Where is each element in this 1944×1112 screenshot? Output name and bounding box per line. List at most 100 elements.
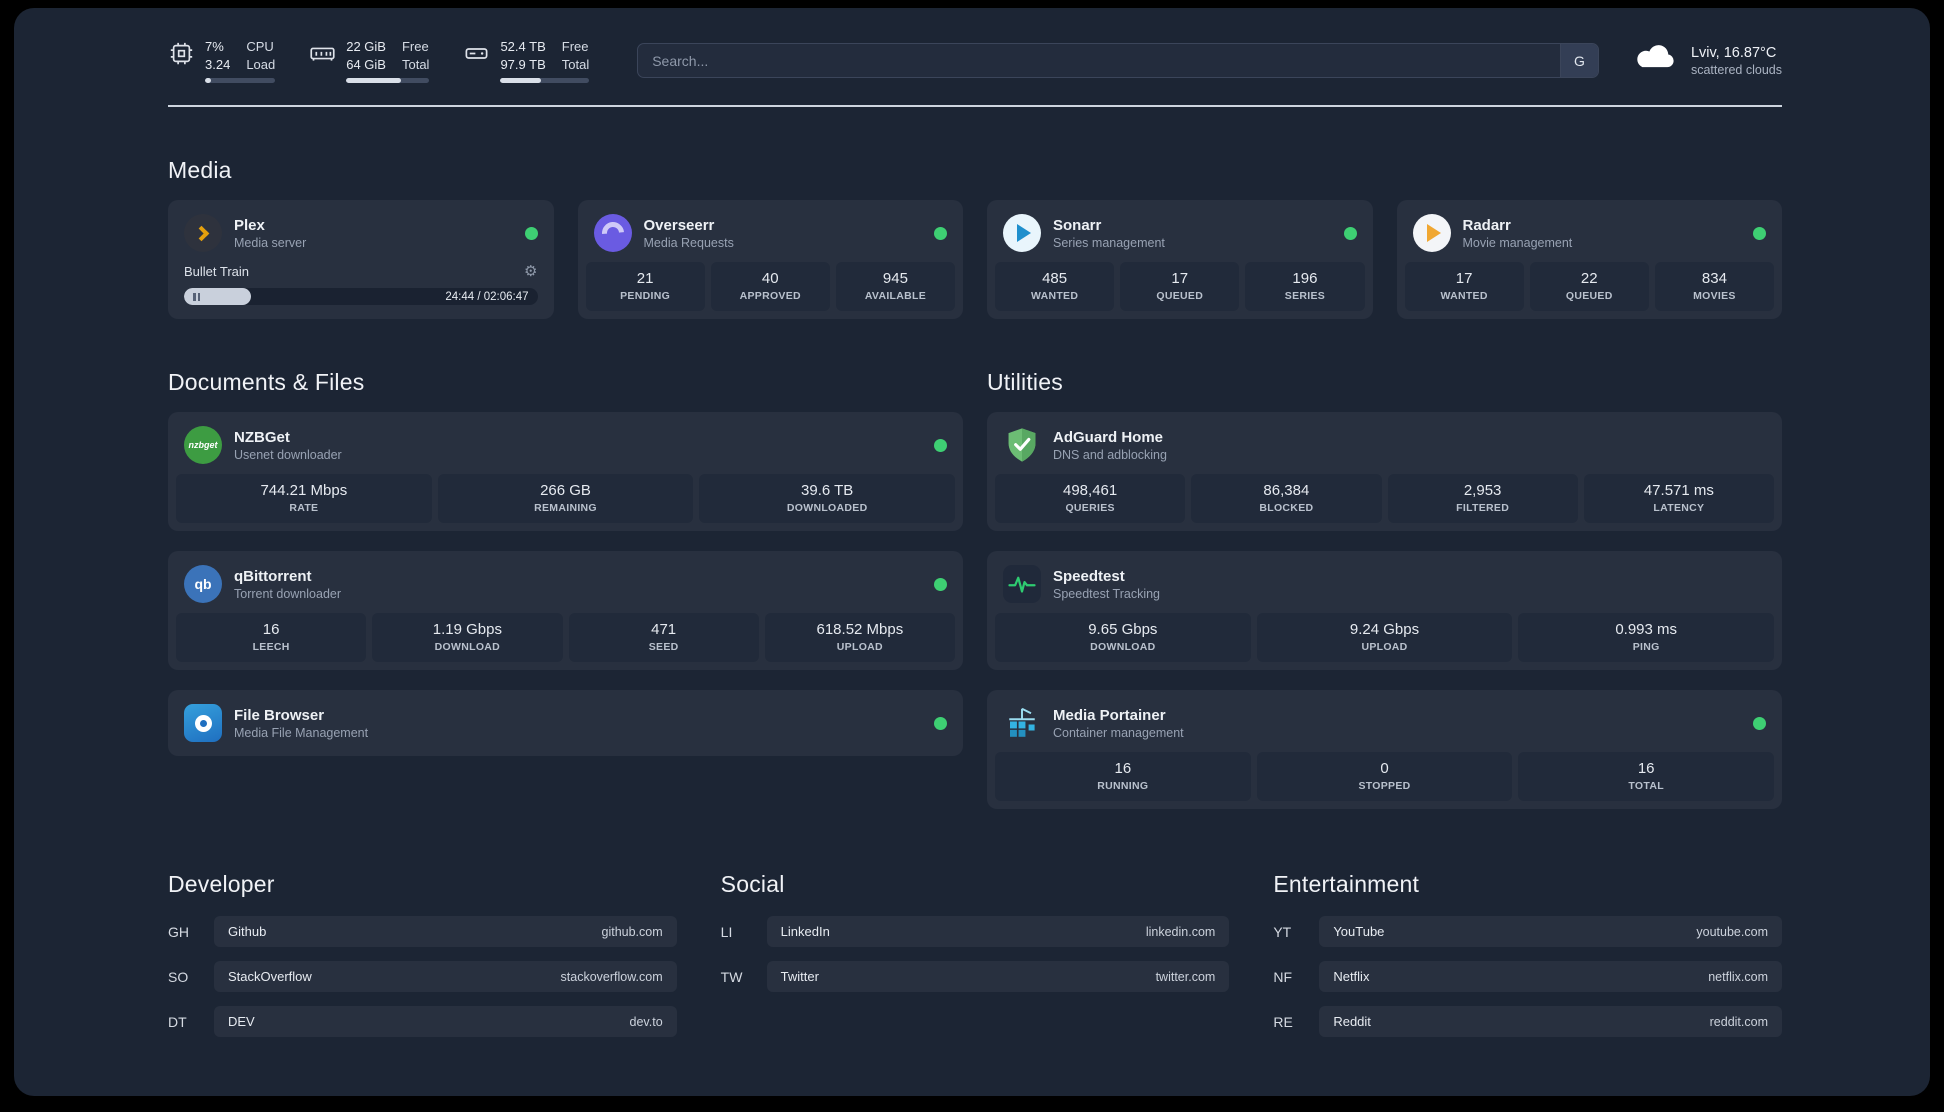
weather-location: Lviv, 16.87°C <box>1690 44 1777 61</box>
memory-progress-bar <box>346 78 430 84</box>
service-subtitle: Media Requests <box>643 235 734 250</box>
service-link-sonarr[interactable]: Sonarr Series management <box>995 208 1365 262</box>
weather-condition: scattered clouds <box>1690 62 1782 77</box>
qbittorrent-icon: qb <box>184 565 222 604</box>
status-dot <box>1753 226 1766 240</box>
service-subtitle: Series management <box>1053 235 1165 250</box>
bookmark-link-twitter[interactable]: Twitter twitter.com <box>766 961 1230 993</box>
bookmark-abbr: LI <box>720 923 733 940</box>
bookmark-link-dev[interactable]: DEV dev.to <box>214 1006 677 1038</box>
service-link-filebrowser[interactable]: File Browser Media File Management <box>176 698 955 748</box>
service-name: qBittorrent <box>234 567 312 585</box>
bookmark-link-github[interactable]: Github github.com <box>214 916 677 948</box>
bookmark-abbr: DT <box>168 1013 187 1030</box>
stat-available: 945 AVAILABLE <box>835 262 956 312</box>
service-link-qbittorrent[interactable]: qb qBittorrent Torrent downloader <box>176 559 955 613</box>
stat-filtered: 2,953 FILTERED <box>1387 474 1578 524</box>
cloud-icon <box>1633 42 1679 80</box>
bookmark-link-youtube[interactable]: YouTube youtube.com <box>1319 916 1782 948</box>
stat-running: 16 RUNNING <box>995 752 1251 802</box>
bookmark-abbr: TW <box>720 968 743 985</box>
cpu-load-label: Load <box>246 56 276 72</box>
cpu-resource-widget: 7% 3.24 CPU Load <box>168 38 276 84</box>
radarr-icon <box>1412 214 1451 253</box>
cpu-load-value: 3.24 <box>205 56 231 72</box>
stat-blocked: 86,384 BLOCKED <box>1191 474 1382 524</box>
service-subtitle: Container management <box>1053 725 1184 740</box>
disk-free-label: Free <box>561 39 589 54</box>
stat-download: 9.65 Gbps DOWNLOAD <box>995 613 1251 663</box>
stat-stopped: 0 STOPPED <box>1256 752 1513 802</box>
media-card-row: Plex Media server Bullet Train ⚙ 24:44 /… <box>168 200 1782 320</box>
cpu-usage-value: 7% <box>205 39 224 54</box>
plex-icon <box>184 214 222 253</box>
bookmark-link-stackoverflow[interactable]: StackOverflow stackoverflow.com <box>214 961 677 993</box>
service-subtitle: Speedtest Tracking <box>1053 586 1161 601</box>
service-card-qbittorrent: qb qBittorrent Torrent downloader 16 LEEC… <box>168 551 963 671</box>
bookmark-group-entertainment: Entertainment YT YouTube youtube.com NF … <box>1273 871 1782 1038</box>
section-title-developer: Developer <box>168 871 275 898</box>
stat-rate: 744.21 Mbps RATE <box>176 474 432 524</box>
section-title-utilities: Utilities <box>987 369 1063 396</box>
service-name: Media Portainer <box>1053 706 1166 724</box>
service-link-nzbget[interactable]: nzbget NZBGet Usenet downloader <box>176 420 955 474</box>
service-name: Radarr <box>1462 216 1511 234</box>
service-name: AdGuard Home <box>1053 428 1164 446</box>
disk-resource-widget: 52.4 TB 97.9 TB Free Total <box>463 38 590 84</box>
service-link-overseerr[interactable]: Overseerr Media Requests <box>586 208 956 262</box>
disk-progress-bar <box>500 78 590 84</box>
filebrowser-icon <box>184 704 222 743</box>
service-link-radarr[interactable]: Radarr Movie management <box>1405 208 1775 262</box>
memory-total-value: 64 GiB <box>346 56 386 72</box>
stat-pending: 21 PENDING <box>585 262 705 312</box>
sonarr-icon <box>1003 214 1041 253</box>
bookmark-row: SO StackOverflow stackoverflow.com <box>168 961 677 993</box>
status-dot <box>934 438 947 452</box>
service-subtitle: Media File Management <box>234 725 369 740</box>
service-subtitle: Torrent downloader <box>234 586 342 601</box>
stat-movies: 834 MOVIES <box>1654 262 1775 312</box>
stat-wanted: 17 WANTED <box>1404 262 1524 312</box>
bookmark-link-reddit[interactable]: Reddit reddit.com <box>1319 1006 1782 1038</box>
service-card-radarr: Radarr Movie management 17 WANTED 22 QUEUE… <box>1396 200 1782 320</box>
section-title-social: Social <box>720 871 785 898</box>
pause-icon[interactable] <box>193 292 200 301</box>
service-link-portainer[interactable]: Media Portainer Container management <box>995 698 1774 752</box>
utilities-column: Utilities AdGuard Home DNS and adblockin… <box>987 319 1782 810</box>
stat-upload: 618.52 Mbps UPLOAD <box>764 613 955 663</box>
service-subtitle: Media server <box>234 235 307 250</box>
stat-approved: 40 APPROVED <box>710 262 830 312</box>
service-subtitle: DNS and adblocking <box>1053 447 1167 462</box>
stat-download: 1.19 Gbps DOWNLOAD <box>372 613 563 663</box>
weather-widget: Lviv, 16.87°C scattered clouds <box>1633 42 1782 80</box>
top-bar: 7% 3.24 CPU Load <box>168 38 1782 84</box>
hard-drive-icon <box>463 40 490 72</box>
topbar-divider <box>168 105 1782 108</box>
stat-series: 196 SERIES <box>1245 262 1365 312</box>
status-dot <box>524 226 538 240</box>
stat-queued: 17 QUEUED <box>1120 262 1240 312</box>
service-link-adguard[interactable]: AdGuard Home DNS and adblocking <box>995 420 1774 474</box>
bookmark-row: NF Netflix netflix.com <box>1273 961 1782 993</box>
bookmark-abbr: GH <box>168 923 189 940</box>
bookmark-group-developer: Developer GH Github github.com SO StackO… <box>168 871 677 1038</box>
service-subtitle: Movie management <box>1462 235 1573 250</box>
service-name: Speedtest <box>1053 567 1125 585</box>
bookmark-link-linkedin[interactable]: LinkedIn linkedin.com <box>766 916 1230 948</box>
bookmark-link-netflix[interactable]: Netflix netflix.com <box>1319 961 1782 993</box>
cpu-usage-label: CPU <box>246 39 274 54</box>
bookmark-row: LI LinkedIn linkedin.com <box>720 916 1230 948</box>
stat-ping: 0.993 ms PING <box>1518 613 1775 663</box>
search-input[interactable] <box>638 44 1560 78</box>
search-provider-button[interactable]: G <box>1559 44 1598 78</box>
disk-free-value: 52.4 TB <box>500 39 546 54</box>
section-title-entertainment: Entertainment <box>1273 871 1420 898</box>
stat-remaining: 266 GB REMAINING <box>437 474 694 524</box>
service-card-overseerr: Overseerr Media Requests 21 PENDING 40 APP… <box>577 200 963 320</box>
service-link-plex[interactable]: Plex Media server <box>176 208 546 262</box>
stat-wanted: 485 WANTED <box>995 262 1115 312</box>
stat-queued: 22 QUEUED <box>1529 262 1649 312</box>
service-card-plex: Plex Media server Bullet Train ⚙ 24:44 /… <box>168 200 554 320</box>
gear-icon[interactable]: ⚙ <box>524 263 538 281</box>
service-link-speedtest[interactable]: Speedtest Speedtest Tracking <box>995 559 1774 613</box>
